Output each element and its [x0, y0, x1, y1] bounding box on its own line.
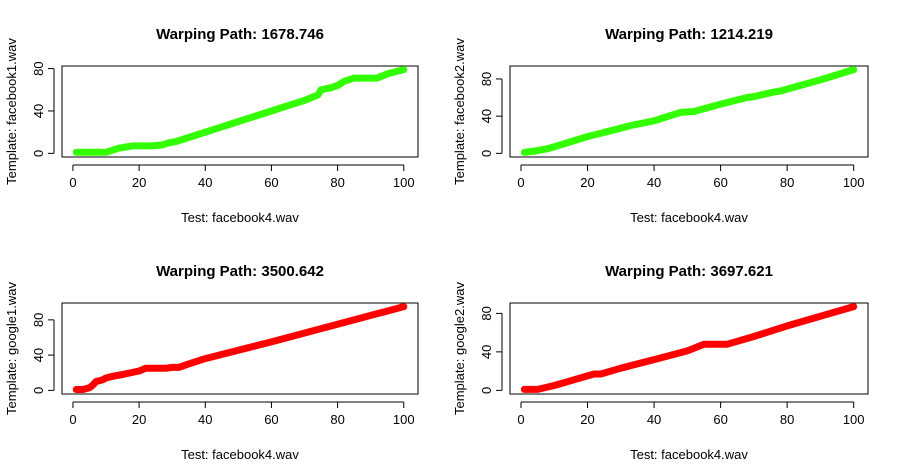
chart-panel-2: Warping Path: 1214.219 0 20 40 60 80 100 0 40 80 T…	[452, 26, 869, 225]
y-axis-label: Template: facebook2.wav	[452, 38, 467, 185]
x-tick-label: 80	[780, 175, 794, 190]
x-tick-label: 80	[330, 412, 344, 427]
warping-path-line	[520, 66, 858, 156]
x-tick-label: 20	[132, 412, 146, 427]
y-tick-label: 40	[31, 104, 46, 118]
x-tick-label: 60	[713, 175, 727, 190]
y-tick-label: 0	[31, 387, 46, 394]
x-tick-label: 0	[69, 412, 76, 427]
warping-path-line	[72, 66, 408, 156]
y-tick-label: 0	[31, 150, 46, 157]
chart-panel-1: Warping Path: 1678.746 0 20 40 60 80 100 0 40 80 T…	[4, 26, 419, 225]
x-axis-label: Test: facebook4.wav	[630, 210, 748, 225]
x-tick-label: 20	[580, 412, 594, 427]
x-axis-label: Test: facebook4.wav	[630, 447, 748, 462]
y-axis-label: Template: google1.wav	[4, 282, 19, 415]
x-tick-label: 80	[780, 412, 794, 427]
chart-title: Warping Path: 1678.746	[156, 26, 324, 43]
x-tick-label: 100	[393, 175, 415, 190]
x-tick-label: 40	[647, 412, 661, 427]
plot-frame	[61, 65, 419, 158]
y-tick-label: 0	[479, 150, 494, 157]
x-axis-label: Test: facebook4.wav	[181, 210, 299, 225]
x-tick-label: 0	[517, 412, 524, 427]
chart-panel-3: Warping Path: 3500.642 0 20 40 60 80 100 0 40 80 T…	[4, 263, 419, 462]
y-tick-label: 80	[479, 72, 494, 86]
warping-path-line	[520, 303, 858, 393]
x-tick-label: 20	[580, 175, 594, 190]
x-tick-label: 0	[69, 175, 76, 190]
x-tick-label: 20	[132, 175, 146, 190]
warping-path-line	[72, 303, 408, 393]
x-tick-label: 80	[330, 175, 344, 190]
x-tick-label: 60	[713, 412, 727, 427]
chart-title: Warping Path: 1214.219	[605, 26, 773, 43]
y-tick-label: 80	[479, 306, 494, 320]
y-tick-label: 40	[479, 345, 494, 359]
y-tick-label: 0	[479, 387, 494, 394]
y-tick-label: 80	[31, 313, 46, 327]
chart-title: Warping Path: 3697.621	[605, 263, 773, 280]
x-axis-label: Test: facebook4.wav	[181, 447, 299, 462]
x-tick-label: 40	[198, 412, 212, 427]
x-tick-label: 40	[647, 175, 661, 190]
plot-frame	[509, 65, 869, 158]
x-tick-label: 40	[198, 175, 212, 190]
y-tick-label: 40	[479, 109, 494, 123]
plot-frame	[509, 302, 869, 395]
y-tick-label: 80	[31, 61, 46, 75]
x-tick-label: 60	[264, 175, 278, 190]
x-tick-label: 0	[517, 175, 524, 190]
y-axis-label: Template: facebook1.wav	[4, 38, 19, 185]
chart-title: Warping Path: 3500.642	[156, 263, 324, 280]
plot-frame	[61, 302, 419, 395]
x-tick-label: 60	[264, 412, 278, 427]
x-tick-label: 100	[843, 412, 865, 427]
y-axis-label: Template: google2.wav	[452, 282, 467, 415]
chart-panel-4: Warping Path: 3697.621 0 20 40 60 80 100 0 40 80 T…	[452, 263, 869, 462]
y-tick-label: 40	[31, 348, 46, 362]
x-tick-label: 100	[393, 412, 415, 427]
x-tick-label: 100	[843, 175, 865, 190]
